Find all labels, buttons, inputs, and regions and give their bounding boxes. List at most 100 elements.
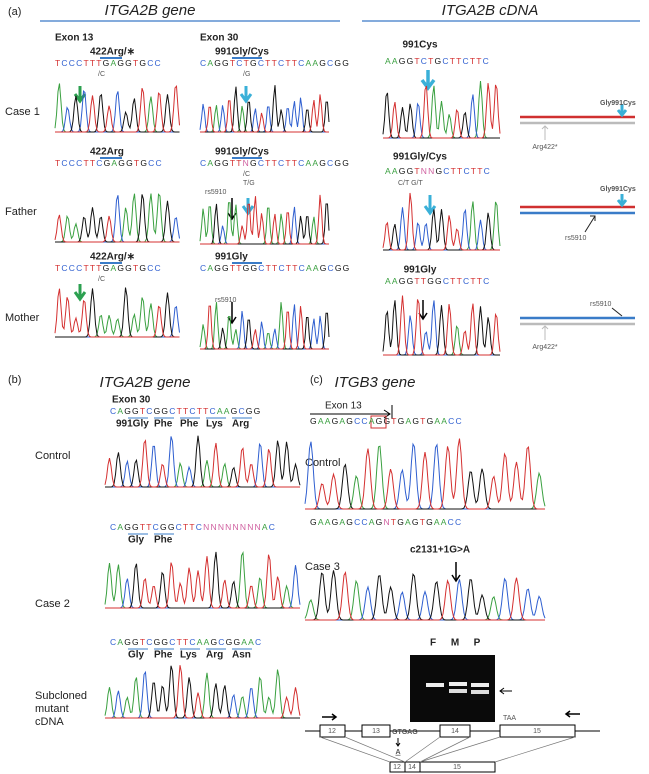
gel	[410, 655, 495, 722]
chromatogram-trace	[383, 80, 500, 139]
panel-title: ITGA2B gene	[100, 374, 191, 391]
chromatogram-trace	[382, 192, 500, 251]
mutation-label: 422Arg/∗	[90, 252, 135, 263]
arrow	[451, 562, 461, 583]
gel-band	[426, 683, 444, 687]
amino-acid: Asn	[232, 650, 251, 661]
gel-band	[449, 682, 467, 686]
allele-label: rs5910	[215, 297, 237, 304]
substitution-label: A	[395, 749, 400, 756]
exon-number: 12	[328, 728, 336, 735]
row-label: Control	[35, 450, 70, 462]
allele-label: /C	[98, 71, 105, 78]
sequence: CAGGTTCGGCTTCNNNNNNNNAC	[110, 522, 276, 532]
chromatogram-trace	[105, 435, 301, 488]
allele-label: rs5910	[565, 235, 587, 242]
amino-acid: Phe	[154, 419, 173, 430]
row-label: Mother	[5, 312, 40, 324]
gel-band	[471, 683, 489, 687]
row-label: Case 2	[35, 598, 70, 610]
chromatogram-trace	[200, 194, 329, 245]
chromatogram-trace	[105, 665, 301, 719]
sequence: AAGGTCTGCTTCTTC	[385, 56, 490, 66]
amino-acid: Arg	[232, 419, 249, 430]
allele-label: Arg422*	[532, 144, 558, 151]
amino-acid: Gly	[128, 535, 145, 546]
arrow	[616, 194, 628, 208]
sequence: CAGGTCGGCTTCAAGCGGAAC	[110, 637, 262, 647]
chromatogram-trace	[54, 214, 180, 243]
chromatogram-trace	[383, 83, 501, 139]
chromatogram-trace	[305, 463, 545, 510]
sequence: GAAGAGCCAGNTGAGTGAACC	[310, 517, 462, 527]
chromatogram-trace	[200, 94, 329, 133]
mutation-label: 991Gly	[404, 265, 437, 276]
gel-band	[471, 690, 489, 694]
mutation-label: 422Arg	[90, 147, 124, 158]
exon-box	[499, 724, 576, 738]
allele-label: /C	[98, 276, 105, 283]
row-label: mutant	[35, 703, 69, 715]
panel-label: (c)	[310, 374, 323, 386]
panel-label: (b)	[8, 374, 21, 386]
sequence: AAGGTTGGCTTCTTC	[385, 276, 490, 286]
chromatogram-trace	[305, 445, 546, 510]
amino-acid: Gly	[128, 650, 145, 661]
row-label: cDNA	[35, 716, 64, 728]
panel-label: (a)	[8, 6, 21, 18]
arrow	[73, 284, 87, 302]
chromatogram-trace	[305, 570, 545, 621]
arrow	[418, 300, 428, 321]
exon-label: Exon 13	[325, 401, 362, 412]
chromatogram-trace	[200, 85, 330, 133]
allele-label: /C	[243, 171, 250, 178]
amino-acid: Phe	[180, 419, 199, 430]
panel-title: ITGB3 gene	[335, 374, 416, 391]
arrow	[239, 86, 253, 104]
sequence: CAGGTCTGCTTCTTCAAGCGG	[200, 58, 350, 68]
allele-label: Gly991Cys	[600, 100, 636, 107]
allele-label: T/G	[243, 180, 255, 187]
exon-number: 14	[451, 728, 459, 735]
exon-box	[439, 724, 471, 738]
gel-band	[449, 689, 467, 693]
mutation-label: 991Gly	[215, 252, 248, 263]
sequence: CAGGTTNGCTTCTTCAAGCGG	[200, 158, 350, 168]
splice-label: GTGAG	[392, 729, 418, 736]
chromatogram-trace	[382, 300, 500, 356]
primer-arrow	[322, 710, 580, 721]
allele-label: Gly991Cys	[600, 186, 636, 193]
mutation-label: 991Gly/Cys	[215, 147, 269, 158]
exon-number: 15	[533, 728, 541, 735]
arrow	[611, 307, 623, 317]
lane-label: F	[430, 638, 436, 649]
row-label: Subcloned	[35, 690, 87, 702]
amino-acid: Phe	[154, 535, 173, 546]
lane-label: M	[451, 638, 459, 649]
exon-number: 13	[372, 728, 380, 735]
exon-label: Exon 30	[200, 33, 239, 44]
chromatogram-trace	[305, 438, 545, 510]
arrow	[395, 738, 401, 747]
exon-number: 15	[453, 764, 461, 771]
chromatogram-trace	[105, 551, 300, 609]
allele-label: rs5910	[590, 301, 612, 308]
chromatogram-trace	[383, 295, 501, 356]
amino-acid: Lys	[206, 419, 223, 430]
chromatogram-trace	[200, 305, 329, 350]
row-label: Control	[305, 457, 340, 469]
arrow	[420, 70, 436, 91]
chromatogram-trace	[104, 439, 300, 488]
sequence: AAGGTNNGCTTCTTC	[385, 166, 491, 176]
arrow	[499, 687, 512, 695]
row-label: Case 3	[305, 561, 340, 573]
chromatogram-trace	[104, 669, 300, 719]
panel-title: ITGA2B gene	[105, 2, 196, 19]
chromatogram-trace	[105, 554, 300, 609]
exon-box	[419, 761, 496, 773]
chromatogram-trace	[383, 207, 500, 251]
row-label: Father	[5, 206, 37, 218]
arrow	[584, 215, 596, 233]
exon-number: 14	[408, 764, 416, 771]
